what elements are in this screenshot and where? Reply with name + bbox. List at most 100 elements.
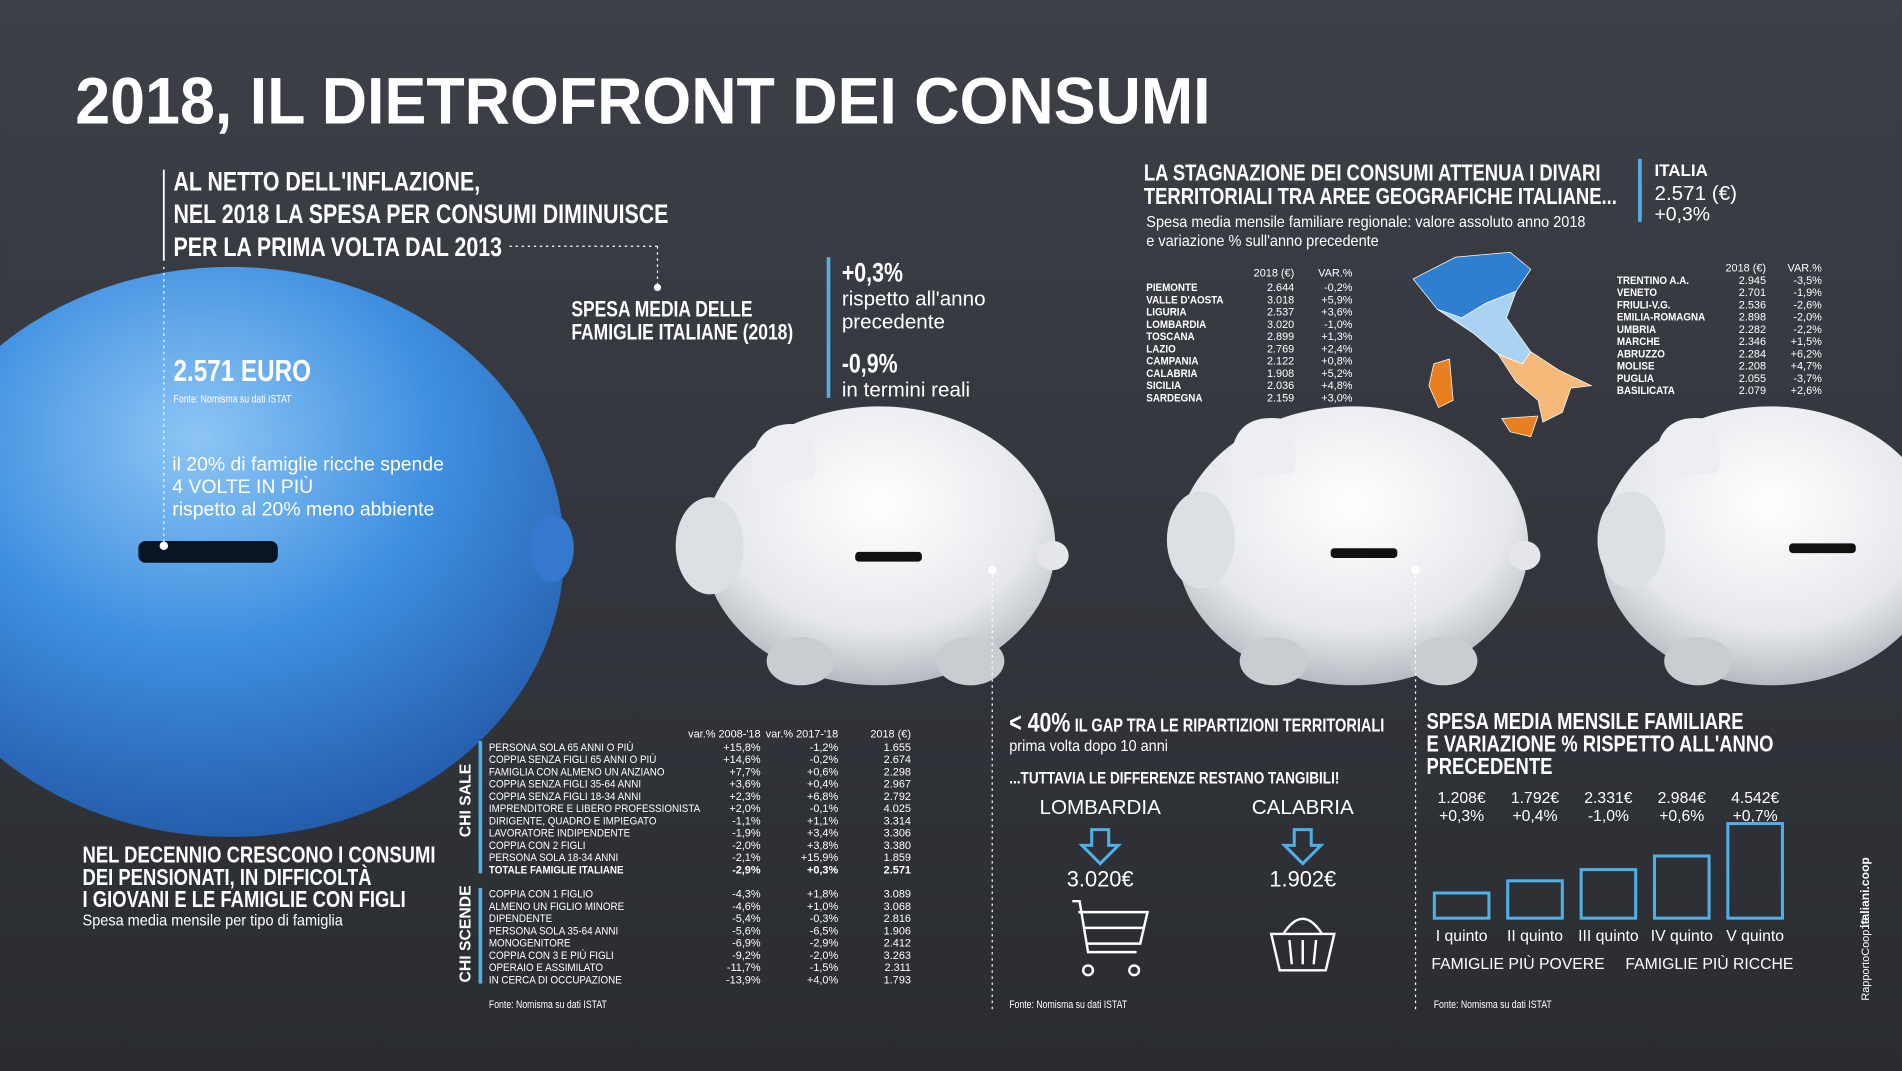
family-value: +2,0% — [729, 803, 761, 815]
category-label: V quinto — [1726, 928, 1784, 945]
family-value: 3.068 — [884, 901, 911, 913]
region-name: PIEMONTE — [1146, 283, 1197, 295]
region-value: 2.159 — [1267, 392, 1294, 404]
region-change: +0,8% — [1321, 356, 1353, 368]
region-name: TRENTINO A.A. — [1617, 275, 1689, 287]
family-type: COPPIA SENZA FIGLI 65 ANNI O PIÙ — [489, 753, 656, 767]
column-header: VAR.% — [1318, 268, 1353, 280]
family-value: 2.298 — [884, 766, 911, 778]
source: Fonte: Nomisma su dati ISTAT — [1009, 999, 1127, 1011]
family-value: -11,7% — [727, 962, 761, 974]
family-type: COPPIA CON 3 E PIÙ FIGLI — [489, 948, 614, 962]
change-label: +0,4% — [1512, 808, 1557, 825]
group-label: FAMIGLIE PIÙ POVERE — [1431, 954, 1604, 973]
family-value: 2.967 — [884, 779, 911, 791]
family-type: COPPIA SENZA FIGLI 35-64 ANNI — [489, 779, 641, 791]
note-line: il 20% di famiglie ricche spende — [172, 454, 444, 476]
bar — [1726, 822, 1784, 920]
category-label: II quinto — [1507, 928, 1563, 945]
region-change: -2,0% — [1793, 312, 1822, 324]
region-value: 2.346 — [1739, 336, 1766, 348]
region-value: 2.644 — [1267, 282, 1294, 294]
family-value: +3,6% — [729, 779, 761, 791]
family-value: +1,8% — [807, 889, 839, 901]
bar — [1652, 854, 1711, 920]
category-label: I quinto — [1436, 928, 1488, 945]
bar — [1432, 891, 1491, 920]
family-value: +6,8% — [807, 791, 839, 803]
family-type: FAMIGLIA CON ALMENO UN ANZIANO — [489, 767, 665, 779]
region-change: -0,2% — [1324, 282, 1353, 294]
family-value: +0,4% — [807, 779, 839, 791]
family-value: +2,3% — [729, 791, 761, 803]
region-name: SICILIA — [1146, 381, 1181, 393]
family-value: 2.816 — [884, 913, 911, 925]
family-type: LAVORATORE INDIPENDENTE — [489, 828, 630, 840]
change-label: -1,0% — [1588, 808, 1629, 825]
regions-heading: LA STAGNAZIONE DEI CONSUMI ATTENUA I DIV… — [1144, 161, 1601, 186]
gap-subtitle: prima volta dopo 10 anni — [1009, 737, 1168, 755]
family-value: -5,6% — [732, 925, 761, 937]
region-change: -1,9% — [1793, 287, 1822, 299]
family-value: 1.859 — [884, 852, 911, 864]
intro-line: AL NETTO DELL'INFLAZIONE, — [174, 167, 481, 197]
family-value: -2,9% — [732, 864, 761, 876]
value-label: 2.331€ — [1584, 790, 1632, 807]
region-change: -3,5% — [1793, 275, 1822, 287]
family-type: DIRIGENTE, QUADRO E IMPIEGATO — [489, 816, 657, 828]
region-name: VALLE D'AOSTA — [1146, 295, 1224, 307]
family-type: IMPRENDITORE E LIBERO PROFESSIONISTA — [489, 804, 700, 816]
family-value: 2.674 — [884, 754, 911, 766]
title: 2018, IL DIETROFRONT DEI CONSUMI — [75, 65, 1210, 138]
region-change: +2,6% — [1791, 385, 1823, 397]
group-label: CHI SALE — [458, 764, 475, 838]
gap-label: IL GAP TRA LE RIPARTIZIONI TERRITORIALI — [1075, 716, 1385, 736]
region-name: EMILIA-ROMAGNA — [1617, 312, 1706, 324]
family-value: 2.571 — [884, 864, 911, 876]
region-name: VENETO — [1617, 288, 1657, 300]
source: Fonte: Nomisma su dati ISTAT — [174, 394, 292, 406]
decorations — [159, 158, 1642, 1010]
family-type: PERSONA SOLA 35-64 ANNI — [489, 926, 618, 938]
family-value: +3,8% — [807, 840, 839, 852]
content: 2018, IL DIETROFRONT DEI CONSUMI AL NETTO… — [75, 65, 1872, 1012]
italia-label: ITALIA — [1654, 161, 1707, 180]
family-value: 4.025 — [884, 803, 911, 815]
arrow-icon — [1078, 828, 1325, 866]
quintiles-heading: E VARIAZIONE % RISPETTO ALL'ANNO — [1426, 732, 1773, 757]
category-label: III quinto — [1578, 928, 1639, 945]
family-value: 3.089 — [884, 889, 911, 901]
family-value: 1.793 — [884, 974, 911, 986]
family-value: -9,2% — [732, 950, 761, 962]
family-value: -2,0% — [732, 840, 761, 852]
value-label: 4.542€ — [1731, 790, 1779, 807]
region-change: +1,3% — [1321, 331, 1353, 343]
family-type: COPPIA SENZA FIGLI 18-34 ANNI — [489, 791, 641, 803]
family-value: +4,0% — [807, 974, 839, 986]
families-subtitle: Spesa media mensile per tipo di famiglia — [83, 912, 344, 930]
region-name: LOMBARDIA — [1146, 319, 1206, 331]
region-name: FRIULI-V.G. — [1617, 300, 1671, 312]
family-value: -6,5% — [810, 925, 839, 937]
region-compare: LOMBARDIA — [1039, 796, 1161, 819]
region-change: -2,6% — [1793, 299, 1822, 311]
gap-note: ...TUTTAVIA LE DIFFERENZE RESTANO TANGIB… — [1009, 769, 1339, 788]
intro-line: PER LA PRIMA VOLTA DAL 2013 — [174, 233, 502, 263]
family-value: -0,2% — [810, 754, 839, 766]
family-value: 3.380 — [884, 840, 911, 852]
family-value: 2.412 — [884, 938, 911, 950]
value-label: 1.792€ — [1511, 790, 1559, 807]
category-label: IV quinto — [1651, 928, 1713, 945]
family-value: 1.655 — [884, 742, 911, 754]
family-value: -1,2% — [810, 742, 839, 754]
note-line: 4 VOLTE IN PIÙ — [172, 475, 313, 498]
gap-value: < 40% — [1009, 708, 1070, 738]
family-type: COPPIA CON 1 FIGLIO — [489, 889, 593, 901]
region-compare-value: 1.902€ — [1269, 867, 1336, 892]
white-piggy-bank — [1597, 406, 1902, 686]
family-value: -1,1% — [732, 815, 761, 827]
italia-change: +0,3% — [1654, 204, 1710, 226]
region-change: +4,8% — [1321, 380, 1353, 392]
region-value: 1.908 — [1267, 368, 1294, 380]
bar — [1579, 868, 1638, 920]
